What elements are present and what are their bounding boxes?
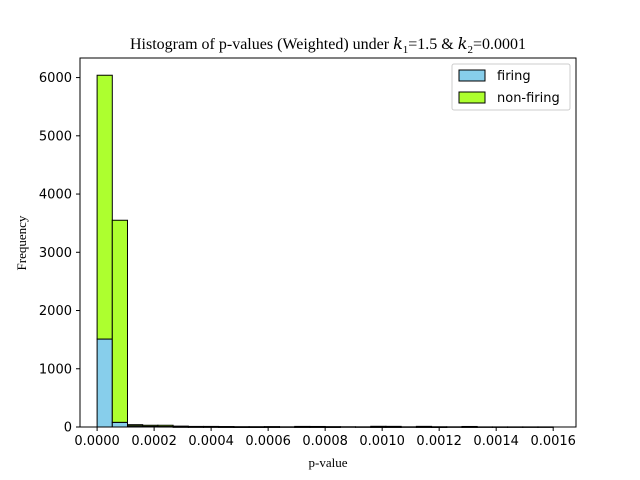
x-axis-ticks: 0.0000 0.0002 0.0004 0.0006 0.0008 0.0010 0.00…	[74, 427, 576, 449]
y-axis-ticks: 0 1000 2000 3000 4000 5000 6000	[39, 71, 80, 436]
legend: firing non-firing	[451, 63, 571, 111]
legend-swatch-non-firing	[458, 91, 486, 104]
x-tick-label: 0.0016	[530, 434, 576, 449]
y-tick-label: 4000	[39, 188, 72, 203]
y-axis-label: Frequency	[14, 215, 29, 270]
y-tick-label: 5000	[39, 129, 72, 144]
legend-swatch-firing	[458, 69, 486, 82]
x-tick-label: 0.0010	[359, 434, 405, 449]
x-tick-label: 0.0002	[131, 434, 177, 449]
y-tick-label: 6000	[39, 71, 72, 86]
x-axis-label: p-value	[309, 455, 348, 470]
bar-non-firing-3	[142, 424, 159, 427]
x-tick-label: 0.0004	[188, 434, 234, 449]
bar-firing-1	[111, 421, 128, 428]
chart-title: Histogram of p-values (Weighted) under k…	[130, 34, 526, 56]
legend-label-firing: firing	[497, 69, 531, 84]
x-tick-label: 0.0000	[74, 434, 120, 449]
legend-label-non-firing: non-firing	[497, 91, 560, 106]
y-tick-label: 2000	[39, 304, 72, 319]
plot-frame	[79, 57, 577, 428]
x-tick-label: 0.0006	[245, 434, 291, 449]
bar-non-firing-1	[111, 219, 128, 423]
y-tick-label: 1000	[39, 362, 72, 377]
y-tick-label: 0	[64, 421, 72, 436]
bar-firing-0	[96, 338, 113, 428]
bar-non-firing-2	[127, 424, 144, 427]
x-tick-label: 0.0008	[302, 434, 348, 449]
y-tick-label: 3000	[39, 246, 72, 261]
bar-non-firing-4	[157, 424, 174, 428]
x-tick-label: 0.0014	[473, 434, 519, 449]
x-tick-label: 0.0012	[416, 434, 462, 449]
bar-non-firing-0	[96, 74, 113, 340]
bars-layer	[96, 74, 554, 428]
